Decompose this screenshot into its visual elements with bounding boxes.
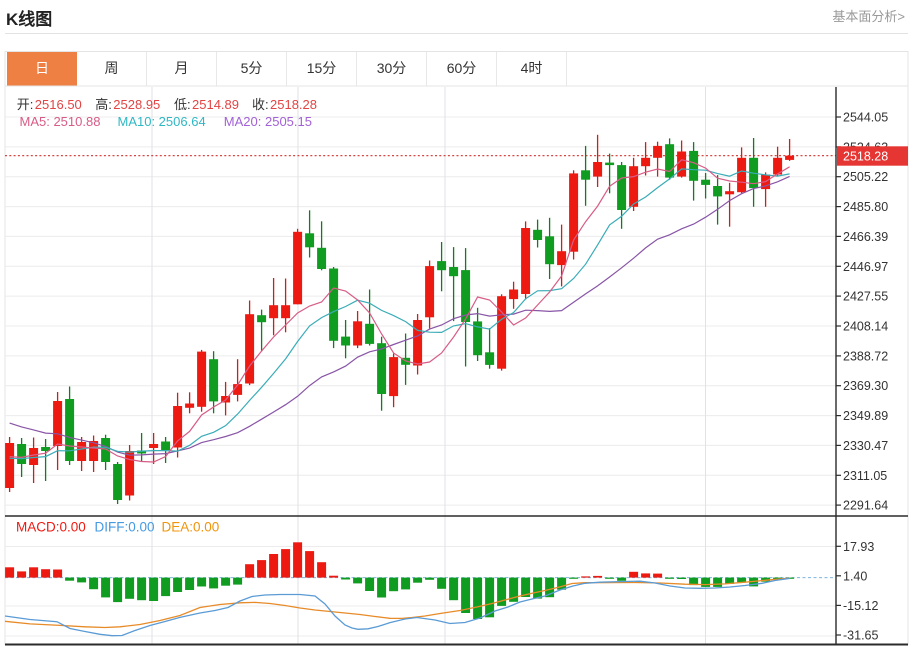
svg-text:2544.05: 2544.05 <box>843 111 888 125</box>
svg-text:2291.64: 2291.64 <box>843 499 888 513</box>
svg-text:2311.05: 2311.05 <box>843 469 887 483</box>
svg-text:2369.30: 2369.30 <box>843 379 888 393</box>
svg-text:2466.39: 2466.39 <box>843 230 888 244</box>
svg-text:2427.55: 2427.55 <box>843 290 888 304</box>
svg-text:1.40: 1.40 <box>843 569 867 583</box>
svg-text:2330.47: 2330.47 <box>843 439 888 453</box>
svg-text:2446.97: 2446.97 <box>843 260 888 274</box>
svg-text:2388.72: 2388.72 <box>843 349 888 363</box>
svg-text:2349.89: 2349.89 <box>843 409 888 423</box>
svg-text:2518.28: 2518.28 <box>843 150 888 164</box>
svg-text:17.93: 17.93 <box>843 540 874 554</box>
svg-text:-15.12: -15.12 <box>843 599 878 613</box>
svg-text:-31.65: -31.65 <box>843 629 878 643</box>
svg-text:2485.80: 2485.80 <box>843 200 888 214</box>
svg-text:开:2516.50高:2528.95低:2514.89收:2: 开:2516.50 高:2528.95 低:2514.89 收:2518.28 <box>17 97 317 112</box>
svg-text:2505.22: 2505.22 <box>843 170 888 184</box>
svg-text:2408.14: 2408.14 <box>843 320 888 334</box>
